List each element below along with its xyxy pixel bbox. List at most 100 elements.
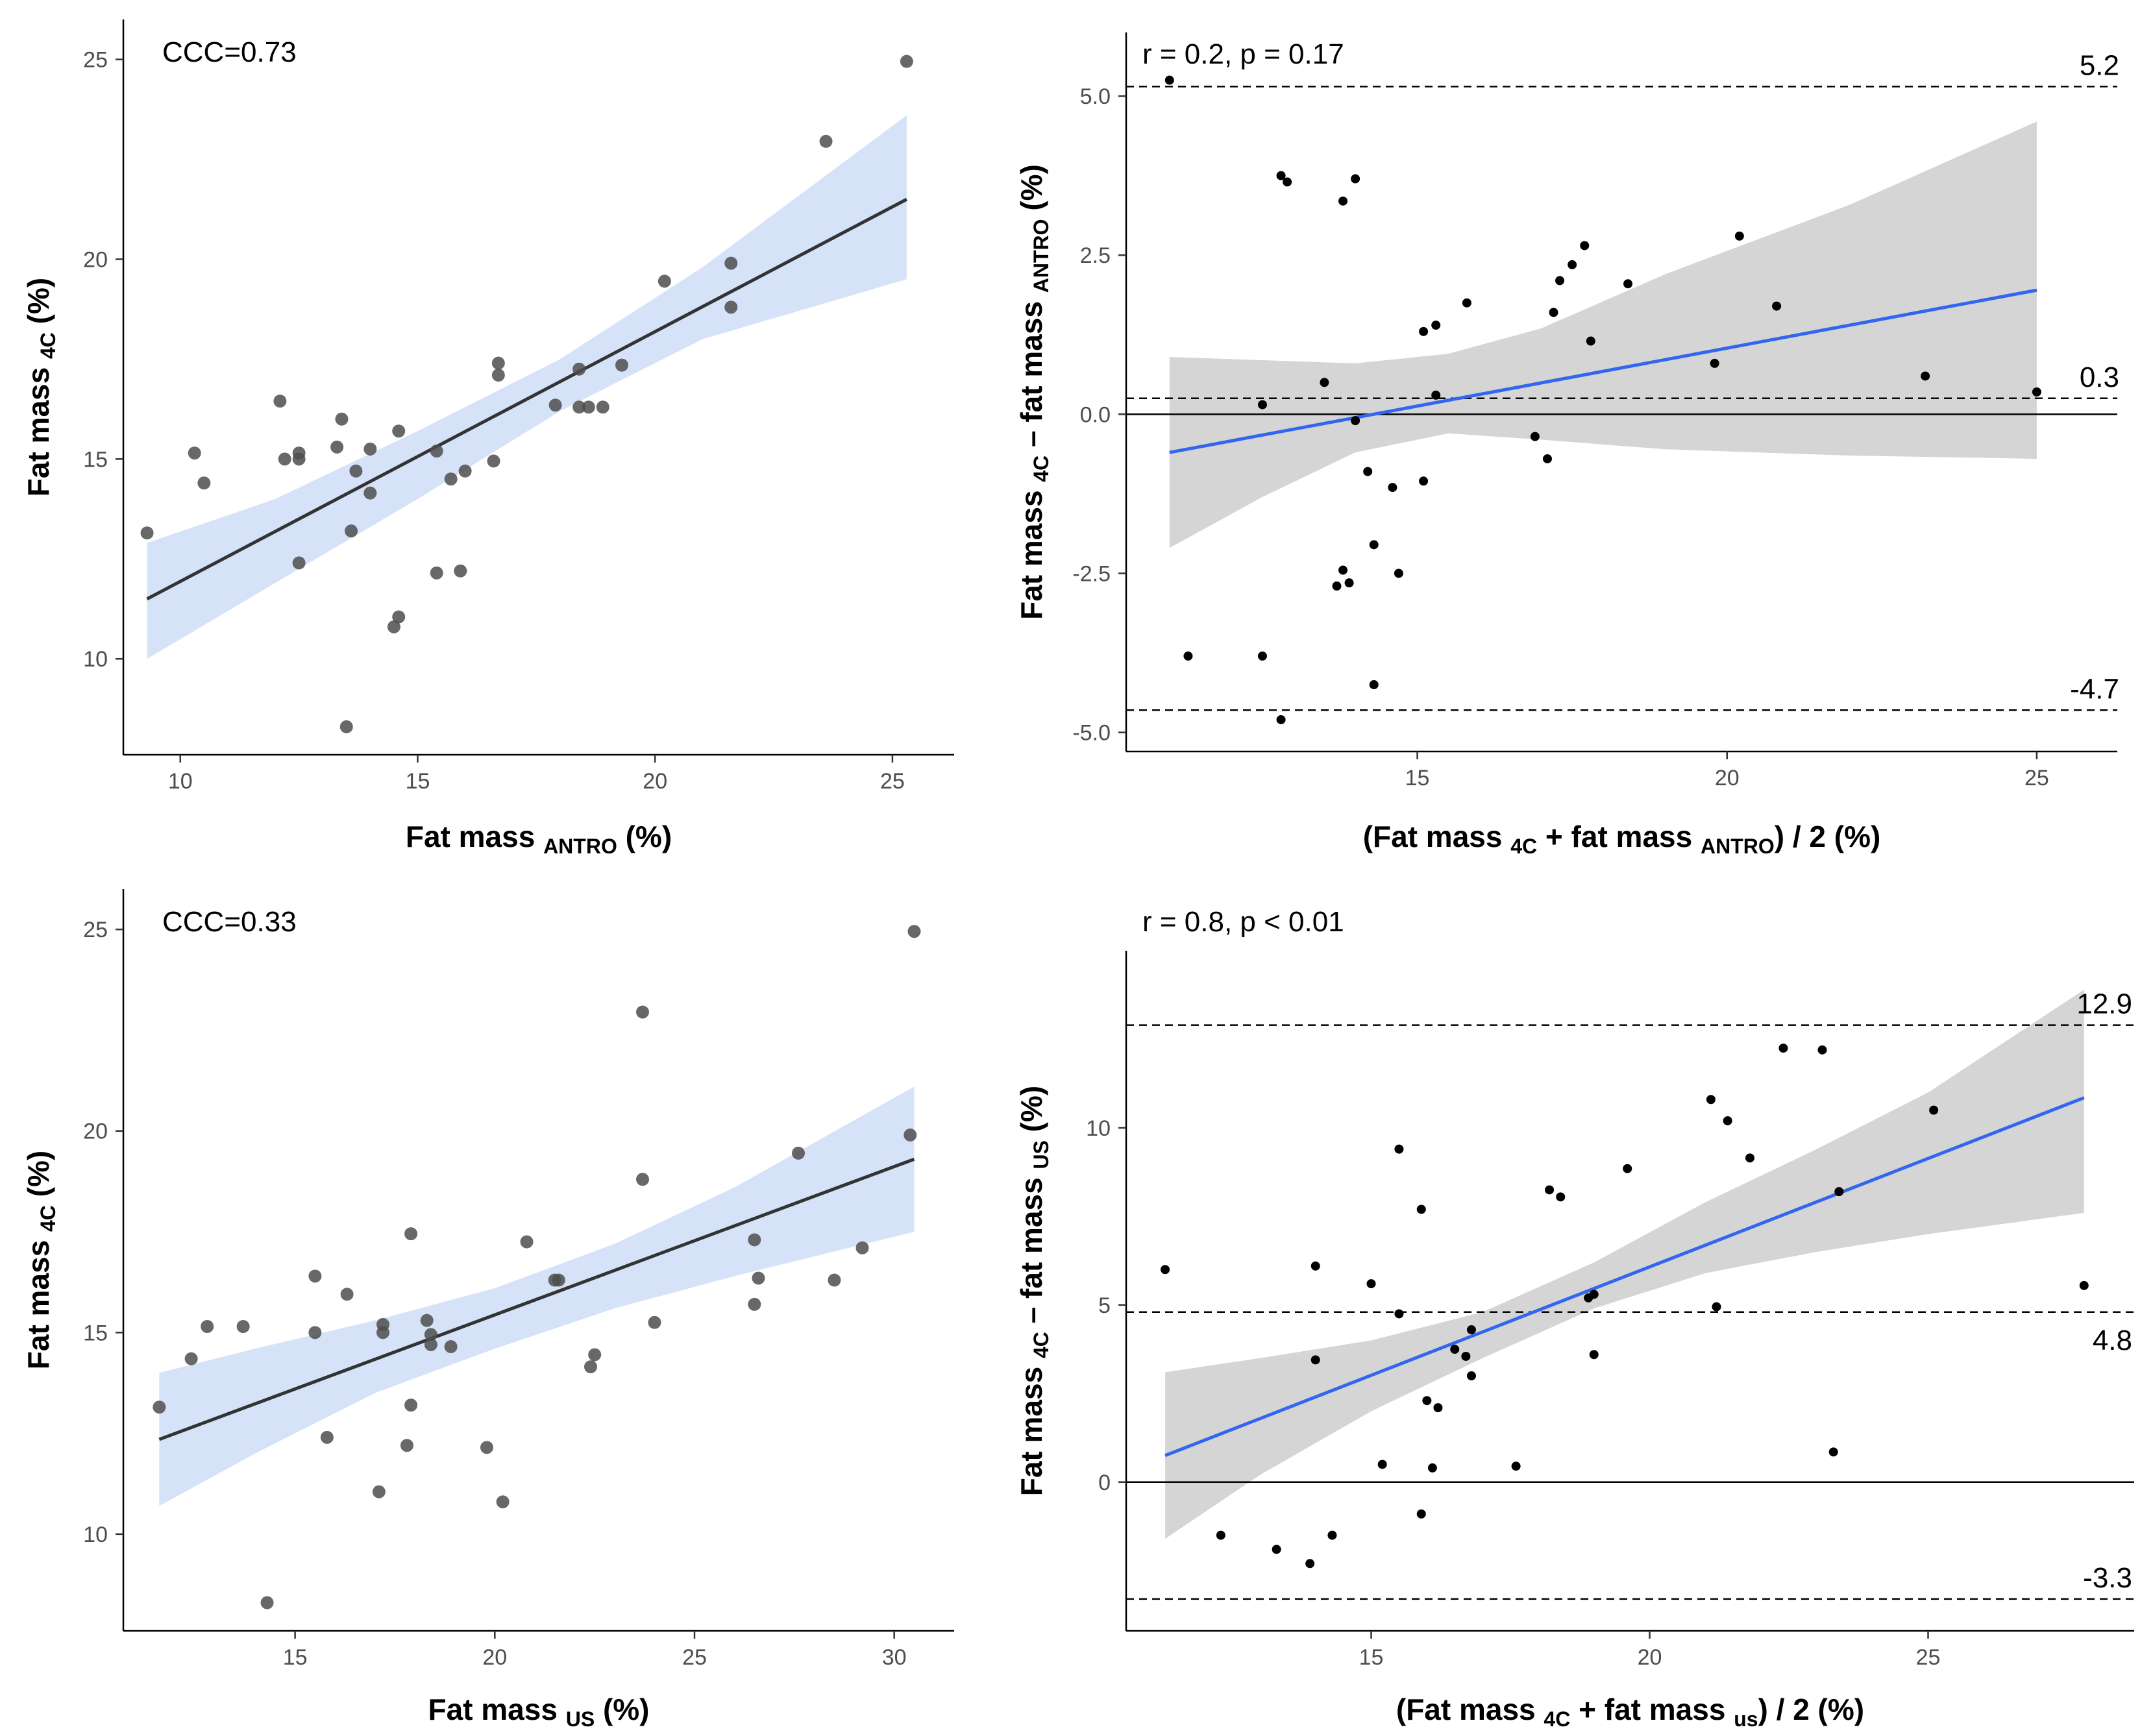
data-point bbox=[582, 400, 595, 414]
data-point bbox=[1216, 1530, 1225, 1540]
data-point bbox=[1257, 400, 1267, 410]
data-point bbox=[236, 1319, 250, 1333]
limit-of-agreement-label: 4.8 bbox=[2093, 1325, 2132, 1356]
data-point bbox=[308, 1269, 322, 1283]
label-subscript: 4C bbox=[1510, 835, 1537, 858]
data-point bbox=[330, 440, 344, 454]
limit-of-agreement-label: 0.3 bbox=[2080, 361, 2119, 393]
data-point bbox=[1338, 196, 1348, 206]
data-point bbox=[1272, 1545, 1281, 1554]
data-point bbox=[1555, 276, 1565, 286]
chart-annotation: CCC=0.33 bbox=[162, 906, 297, 938]
confidence-band bbox=[1169, 121, 2037, 548]
data-point bbox=[335, 412, 349, 426]
data-point bbox=[1320, 378, 1329, 387]
y-tick-label: 15 bbox=[83, 447, 108, 472]
chart-annotation: CCC=0.73 bbox=[162, 36, 297, 68]
label-subscript: 4C bbox=[1544, 1707, 1570, 1731]
label-part: – fat mass bbox=[1015, 293, 1048, 456]
data-point bbox=[308, 1326, 322, 1339]
data-point bbox=[1929, 1105, 1939, 1115]
data-point bbox=[792, 1146, 805, 1160]
data-point bbox=[1778, 1044, 1788, 1053]
data-point bbox=[1431, 321, 1441, 330]
data-point bbox=[480, 1441, 493, 1454]
data-point bbox=[1416, 1204, 1426, 1214]
data-point bbox=[1276, 715, 1286, 724]
x-axis-title: (Fat mass 4C + fat mass ANTRO) / 2 (%) bbox=[1363, 820, 1881, 858]
data-point bbox=[404, 1399, 418, 1412]
data-point bbox=[904, 1128, 917, 1142]
data-point bbox=[444, 1340, 458, 1354]
data-point bbox=[1351, 416, 1360, 426]
y-axis-title: Fat mass 4C – fat mass US (%) bbox=[1015, 1086, 1053, 1496]
label-subscript: ANTRO bbox=[1029, 219, 1053, 293]
data-point bbox=[1305, 1559, 1315, 1569]
regression-line bbox=[158, 1157, 915, 1441]
y-tick-label: 5.0 bbox=[1080, 84, 1111, 109]
data-point bbox=[658, 275, 671, 288]
label-part: Fat mass bbox=[21, 1232, 55, 1369]
data-point bbox=[153, 1400, 166, 1414]
y-tick-label: 10 bbox=[83, 647, 108, 672]
data-point bbox=[907, 925, 921, 938]
y-tick-label: 25 bbox=[83, 918, 108, 942]
data-point bbox=[748, 1297, 761, 1311]
x-tick-label: 25 bbox=[1916, 1645, 1941, 1670]
label-part: (%) bbox=[1015, 164, 1048, 219]
data-point bbox=[1710, 358, 1719, 368]
regression-line bbox=[1164, 1096, 2085, 1458]
chart-annotation: r = 0.2, p = 0.17 bbox=[1142, 38, 1344, 70]
confidence-band bbox=[147, 115, 907, 659]
x-tick-label: 20 bbox=[482, 1645, 507, 1670]
data-point bbox=[1394, 568, 1403, 578]
x-tick-label: 30 bbox=[882, 1645, 907, 1670]
data-point bbox=[1556, 1192, 1566, 1202]
data-point bbox=[392, 424, 406, 438]
data-point bbox=[636, 1005, 649, 1019]
data-point bbox=[1450, 1345, 1460, 1354]
x-tick-label: 25 bbox=[2024, 766, 2049, 790]
data-point bbox=[260, 1596, 274, 1609]
data-point bbox=[1545, 1185, 1555, 1195]
data-point bbox=[197, 476, 211, 490]
y-axis-title: Fat mass 4C (%) bbox=[21, 1151, 60, 1369]
data-point bbox=[1377, 1460, 1387, 1469]
label-part: Fat mass bbox=[21, 359, 55, 496]
data-point bbox=[1462, 298, 1471, 308]
x-tick-label: 20 bbox=[1715, 766, 1740, 790]
data-point bbox=[392, 610, 406, 624]
data-point bbox=[636, 1173, 649, 1186]
data-point bbox=[1466, 1371, 1476, 1380]
data-point bbox=[1623, 279, 1633, 289]
x-axis-title: Fat mass US (%) bbox=[428, 1693, 650, 1731]
data-point bbox=[615, 358, 628, 372]
y-tick-label: 10 bbox=[83, 1522, 108, 1547]
data-point bbox=[1427, 1463, 1437, 1473]
data-point bbox=[1416, 1509, 1426, 1519]
data-point bbox=[1394, 1309, 1404, 1319]
y-tick-label: 15 bbox=[83, 1321, 108, 1345]
data-point bbox=[1461, 1351, 1471, 1361]
x-tick-label: 10 bbox=[168, 769, 193, 794]
data-point bbox=[491, 356, 505, 370]
data-point bbox=[345, 524, 358, 538]
label-subscript: us bbox=[1734, 1707, 1758, 1731]
y-tick-label: 10 bbox=[1086, 1116, 1111, 1141]
data-point bbox=[1589, 1350, 1599, 1360]
y-tick-label: 20 bbox=[83, 1119, 108, 1144]
data-point bbox=[404, 1227, 418, 1241]
data-point bbox=[596, 400, 609, 414]
data-point bbox=[748, 1233, 761, 1247]
data-point bbox=[1161, 1265, 1170, 1275]
data-point bbox=[648, 1315, 661, 1329]
data-point bbox=[430, 566, 443, 580]
label-subscript: ANTRO bbox=[543, 835, 617, 858]
data-point bbox=[1327, 1530, 1337, 1540]
data-point bbox=[320, 1430, 334, 1444]
label-part: Fat mass bbox=[428, 1693, 566, 1726]
data-point bbox=[724, 300, 738, 314]
data-point bbox=[444, 472, 458, 486]
data-point bbox=[819, 134, 833, 148]
